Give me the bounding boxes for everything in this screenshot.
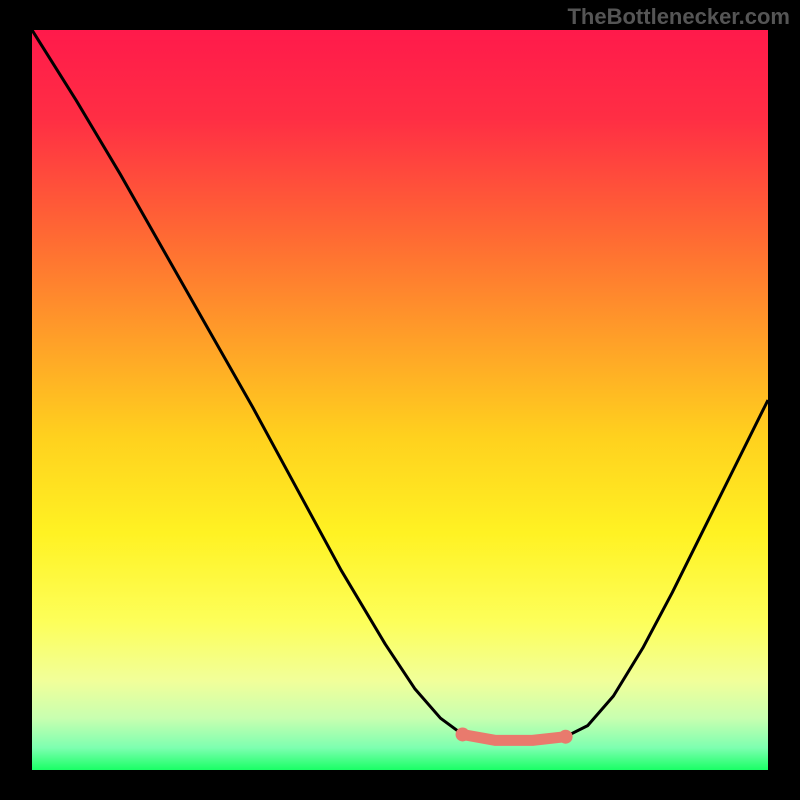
attribution-label: TheBottlenecker.com bbox=[567, 4, 790, 30]
plot-area bbox=[32, 30, 768, 770]
flat-band-cap-left bbox=[456, 727, 470, 741]
flat-band-cap-right bbox=[559, 730, 573, 744]
curve-overlay bbox=[32, 30, 768, 770]
chart-container: TheBottlenecker.com bbox=[0, 0, 800, 800]
flat-band-highlight bbox=[463, 734, 566, 740]
bottleneck-curve bbox=[32, 30, 768, 740]
